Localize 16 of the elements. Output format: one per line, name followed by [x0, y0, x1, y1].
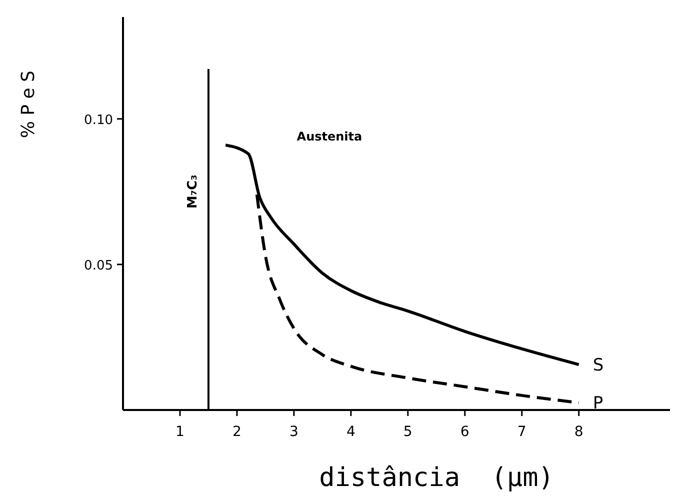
x-tick-label: 8: [574, 424, 584, 440]
series-label: P: [592, 394, 604, 414]
x-tick-label: 3: [289, 424, 298, 440]
x-tick-label: 7: [517, 424, 526, 440]
x-tick-label: 5: [403, 424, 412, 440]
series-label: S: [592, 356, 604, 376]
x-tick-label: 2: [232, 424, 242, 440]
ref-line-label: M₇C₃: [185, 174, 200, 209]
y-tick-label: 0.05: [84, 258, 113, 274]
annotation: Austenita: [296, 130, 362, 144]
x-tick-label: 4: [346, 424, 356, 440]
x-tick-label: 1: [176, 424, 184, 440]
y-tick-label: 0.10: [84, 112, 113, 128]
x-axis-title: distância (µm): [319, 463, 554, 493]
x-tick-label: 6: [460, 424, 470, 440]
y-axis-title: % P e S: [18, 70, 39, 138]
